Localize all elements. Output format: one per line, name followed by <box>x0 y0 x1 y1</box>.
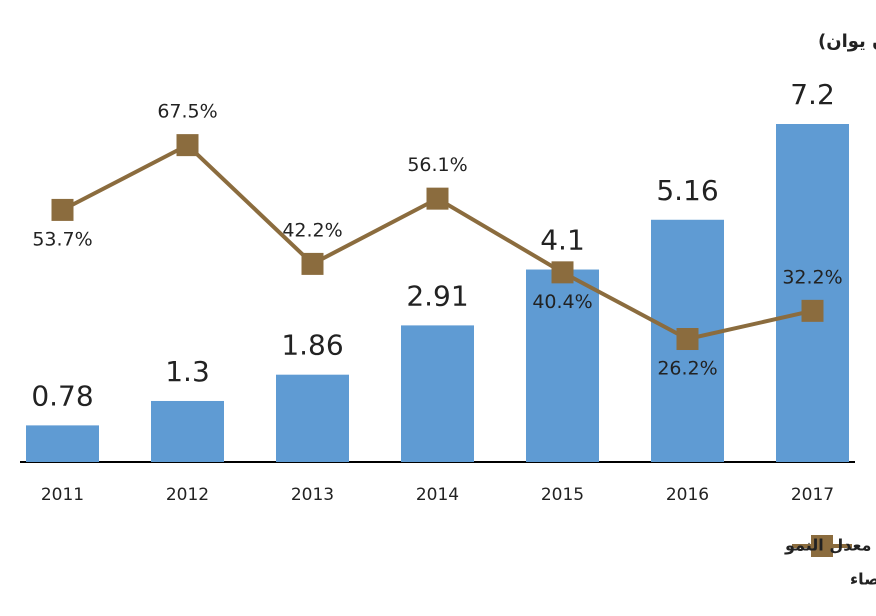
x-tick-label: 2016 <box>666 485 709 505</box>
bar <box>151 400 224 462</box>
bar-value-label: 7.2 <box>790 78 835 111</box>
bar-value-label: 0.78 <box>31 379 93 412</box>
x-tick-label: 2014 <box>416 485 459 505</box>
bar <box>401 325 474 462</box>
line-value-label: 40.4% <box>532 291 592 313</box>
bar-value-label: 5.16 <box>656 174 718 207</box>
bar <box>276 374 349 462</box>
line-marker <box>51 198 74 221</box>
line-marker <box>551 261 574 284</box>
x-tick-label: 2015 <box>541 485 584 505</box>
bar-value-label: 1.3 <box>165 355 210 388</box>
x-tick-label: 2013 <box>291 485 334 505</box>
bar-value-label: 1.86 <box>281 329 343 362</box>
line-value-label: 56.1% <box>407 154 467 176</box>
line-marker <box>176 134 199 157</box>
x-tick-label: 2017 <box>791 485 834 505</box>
legend-label: معدل النمو <box>784 536 871 555</box>
line-marker <box>426 187 449 210</box>
x-tick-label: 2011 <box>41 485 84 505</box>
line-value-label: 42.2% <box>282 219 342 241</box>
bar <box>26 425 99 462</box>
source: المصدر: مصلحة الدولة للإحصاء <box>850 570 876 589</box>
legend-marker <box>811 535 833 557</box>
line-value-label: 32.2% <box>782 266 842 288</box>
line-value-label: 67.5% <box>157 101 217 123</box>
bar <box>776 124 849 462</box>
chart-title: جدول ١: صفقات البيع بالتجزئة عبر الإنترن… <box>818 31 876 52</box>
line-value-label: 53.7% <box>32 228 92 250</box>
line-value-label: 26.2% <box>657 358 717 380</box>
x-tick-label: 2012 <box>166 485 209 505</box>
line-marker <box>676 328 699 351</box>
bar <box>526 269 599 462</box>
line-marker <box>801 299 824 322</box>
bar-value-label: 2.91 <box>406 279 468 312</box>
bar-value-label: 4.1 <box>540 224 585 257</box>
line-marker <box>301 252 324 275</box>
